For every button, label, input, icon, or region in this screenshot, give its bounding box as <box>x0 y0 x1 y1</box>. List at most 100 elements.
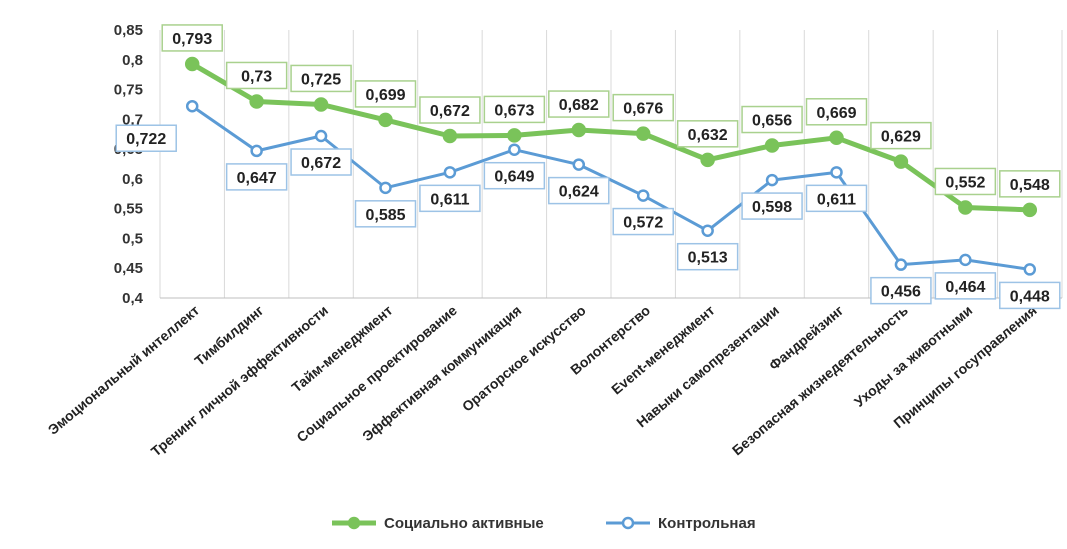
data-label: 0,656 <box>752 113 792 130</box>
data-label-box <box>419 96 481 124</box>
data-label: 0,699 <box>365 87 405 104</box>
data-point <box>893 154 909 169</box>
data-point <box>635 126 651 141</box>
data-label-box <box>741 192 803 220</box>
data-label: 0,464 <box>945 279 985 296</box>
data-label: 0,448 <box>1010 288 1050 305</box>
y-tick-label: 0,8 <box>122 52 143 69</box>
data-label: 0,624 <box>559 184 599 201</box>
data-label-box <box>676 242 739 271</box>
y-tick-label: 0,6 <box>122 171 143 188</box>
data-label: 0,649 <box>494 169 534 186</box>
data-point <box>314 129 328 143</box>
y-tick-label: 0,85 <box>114 22 143 39</box>
data-label-box <box>225 163 288 191</box>
data-labels: 0,793 0,73 0,725 0,699 0,672 0,673 0,682 0,676 0… <box>115 24 1061 310</box>
data-point <box>184 56 200 72</box>
legend-swatch-marker <box>347 516 361 530</box>
data-point <box>571 122 587 138</box>
data-label: 0,725 <box>301 71 341 88</box>
data-label-box <box>290 64 352 93</box>
category-label: Ораторское искусство <box>459 302 589 415</box>
data-label: 0,611 <box>817 191 856 208</box>
data-label-box <box>483 95 546 124</box>
y-tick-label: 0,5 <box>122 230 143 247</box>
data-label: 0,632 <box>688 127 728 144</box>
legend-label: Социально активные <box>384 515 544 532</box>
data-label: 0,572 <box>623 215 663 232</box>
data-point <box>249 94 264 109</box>
category-label: Эмоциональный интеллект <box>45 302 203 438</box>
data-label: 0,676 <box>623 101 663 118</box>
y-tick-label: 0,75 <box>114 82 143 99</box>
data-point <box>764 138 780 153</box>
data-label: 0,669 <box>816 105 856 122</box>
y-tick-label: 0,45 <box>114 260 143 277</box>
data-point <box>442 128 458 144</box>
data-label-box <box>870 121 932 150</box>
data-point <box>959 253 972 267</box>
data-label: 0,513 <box>688 250 728 267</box>
data-label: 0,552 <box>945 174 985 191</box>
data-label: 0,73 <box>241 68 272 85</box>
legend-swatch-marker <box>621 516 635 530</box>
data-label-box <box>419 184 481 213</box>
data-label: 0,722 <box>126 131 166 148</box>
data-point <box>379 181 392 195</box>
data-label: 0,456 <box>881 284 921 301</box>
data-label: 0,598 <box>752 199 792 216</box>
data-label-box <box>934 272 997 300</box>
data-point <box>507 128 522 143</box>
data-point <box>958 200 973 215</box>
y-tick-label: 0,7 <box>122 111 143 128</box>
data-label: 0,585 <box>365 207 405 224</box>
y-tick-label: 0,4 <box>122 290 144 307</box>
data-label: 0,629 <box>881 129 921 146</box>
data-label-box <box>354 200 417 228</box>
data-point <box>443 166 457 179</box>
data-label: 0,673 <box>494 102 534 119</box>
legend-label: Контрольная <box>658 515 756 532</box>
data-label: 0,672 <box>430 103 470 120</box>
y-axis: 0,40,450,50,550,60,650,70,750,80,85 <box>114 22 144 307</box>
data-point <box>1022 202 1038 218</box>
x-axis: Эмоциональный интеллектТимбилдингТренинг… <box>45 302 1040 460</box>
data-label-box <box>483 161 546 190</box>
data-point <box>894 258 908 271</box>
data-point <box>313 97 329 112</box>
data-label-box <box>870 276 932 305</box>
data-label-box <box>612 93 674 122</box>
data-label: 0,682 <box>559 97 599 114</box>
series-line <box>190 61 1030 213</box>
data-label-box <box>999 281 1061 310</box>
data-label-box <box>805 98 868 126</box>
data-point <box>830 166 843 179</box>
data-label-box <box>999 170 1061 198</box>
data-label-box <box>290 148 352 176</box>
data-label: 0,647 <box>237 170 277 187</box>
category-label: Уходы за животными <box>851 302 975 410</box>
series-line <box>191 104 1031 271</box>
data-point <box>508 143 521 156</box>
data-label-box <box>115 124 177 152</box>
legend: Социально активные Контрольная <box>332 515 756 532</box>
data-label-box <box>612 207 674 236</box>
data-point <box>378 112 393 128</box>
data-point <box>185 99 199 113</box>
data-label-box <box>225 61 288 90</box>
data-label-box <box>934 167 997 196</box>
series-lines <box>184 56 1038 276</box>
data-point <box>765 173 779 187</box>
data-label: 0,793 <box>172 31 212 48</box>
data-point <box>701 224 714 237</box>
data-label: 0,611 <box>430 191 469 208</box>
data-point <box>1023 263 1037 276</box>
data-label-box <box>676 120 739 148</box>
data-point <box>572 158 586 171</box>
data-point <box>250 144 263 158</box>
data-point <box>636 189 650 202</box>
vertical-gridlines <box>159 30 1063 299</box>
data-label-box <box>548 90 610 118</box>
data-point <box>829 130 844 146</box>
